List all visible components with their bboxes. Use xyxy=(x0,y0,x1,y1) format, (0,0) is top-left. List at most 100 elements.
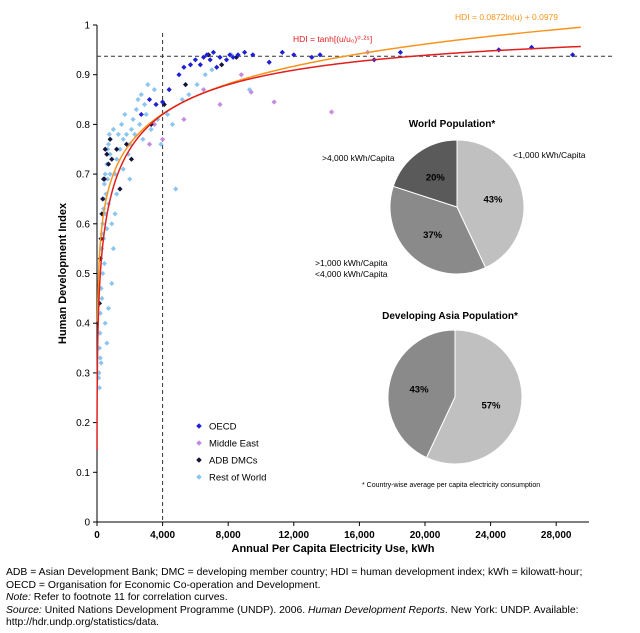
world-pie-slice-label: 37% xyxy=(423,230,443,241)
scatter-point-adb-dmcs xyxy=(104,151,110,157)
scatter-point-oecd xyxy=(317,52,323,58)
legend-marker xyxy=(196,440,202,446)
scatter-point-rest-of-world xyxy=(107,171,113,177)
x-tick-label: 8,000 xyxy=(216,530,241,541)
legend-marker xyxy=(196,423,202,429)
scatter-point-rest-of-world xyxy=(194,82,200,88)
scatter-point-oecd xyxy=(250,52,256,58)
scatter-point-oecd xyxy=(214,64,220,70)
scatter-point-adb-dmcs xyxy=(219,62,225,68)
y-tick-label: 0.8 xyxy=(76,120,90,131)
x-tick-label: 20,000 xyxy=(410,530,441,541)
scatter-point-oecd xyxy=(223,57,230,63)
scatter-point-rest-of-world xyxy=(120,136,126,142)
scatter-point-adb-dmcs xyxy=(107,136,113,142)
scatter-point-rest-of-world xyxy=(140,136,146,142)
scatter-point-rest-of-world xyxy=(133,106,139,113)
source-url[interactable]: http://hdr.undp.org/statistics/data. xyxy=(6,617,160,629)
abbreviations-line2: OECD = Organisation for Economic Co-oper… xyxy=(6,579,321,591)
scatter-point-oecd xyxy=(279,49,285,55)
x-tick-label: 16,000 xyxy=(344,530,375,541)
scatter-point-rest-of-world xyxy=(105,176,111,182)
scatter-point-rest-of-world xyxy=(119,121,125,127)
scatter-point-middle-east xyxy=(181,116,187,123)
scatter-point-oecd xyxy=(210,49,217,55)
scatter-point-adb-dmcs xyxy=(114,146,120,152)
asia-pie-slice-label: 43% xyxy=(410,384,430,395)
x-tick-label: 24,000 xyxy=(475,530,506,541)
scatter-point-rest-of-world xyxy=(145,82,151,88)
scatter-point-rest-of-world xyxy=(102,320,108,326)
scatter-point-adb-dmcs xyxy=(100,196,106,202)
world-pie-title: World Population* xyxy=(409,119,496,130)
tanh-curve-label: HDI = tanh[(u/u₀)⁰·²⁵] xyxy=(293,34,372,44)
world-pie-legend-label: <4,000 kWh/Capita xyxy=(315,269,388,279)
y-tick-label: 0.9 xyxy=(76,70,90,81)
scatter-point-oecd xyxy=(153,101,159,108)
scatter-point-oecd xyxy=(266,59,272,65)
scatter-point-oecd xyxy=(397,49,403,55)
scatter-point-rest-of-world xyxy=(122,111,128,118)
world-pie-legend-label: >1,000 kWh/Capita xyxy=(315,258,388,268)
scatter-point-oecd xyxy=(217,54,223,60)
scatter-point-rest-of-world xyxy=(173,186,179,192)
scatter-point-oecd xyxy=(146,96,153,103)
scatter-point-rest-of-world xyxy=(151,87,157,93)
scatter-point-oecd xyxy=(291,52,297,58)
scatter-point-middle-east xyxy=(271,99,277,105)
scatter-point-rest-of-world xyxy=(97,310,103,316)
scatter-point-oecd xyxy=(160,99,166,105)
world-pie-slice xyxy=(456,139,525,269)
source-label: Source: xyxy=(6,604,42,616)
scatter-point-rest-of-world xyxy=(98,360,104,366)
scatter-point-rest-of-world xyxy=(135,96,141,103)
y-tick-label: 0 xyxy=(84,518,90,529)
scatter-point-oecd xyxy=(197,62,203,68)
scatter-point-rest-of-world xyxy=(96,385,103,391)
scatter-point-adb-dmcs xyxy=(105,161,112,167)
note-text: Refer to footnote 11 for correlation cur… xyxy=(30,592,228,604)
scatter-point-adb-dmcs xyxy=(109,156,115,162)
source-line: Source: United Nations Development Progr… xyxy=(6,605,636,618)
scatter-point-rest-of-world xyxy=(158,141,164,147)
scatter-point-oecd xyxy=(235,52,241,58)
scatter-point-rest-of-world xyxy=(96,370,102,376)
scatter-point-adb-dmcs xyxy=(102,146,108,152)
scatter-point-oecd xyxy=(201,54,207,60)
x-tick-label: 12,000 xyxy=(279,530,310,541)
notes-block: ADB = Asian Development Bank; DMC = deve… xyxy=(6,567,636,630)
scatter-point-rest-of-world xyxy=(110,126,116,132)
scatter-point-oecd xyxy=(230,54,236,60)
y-tick-label: 0.1 xyxy=(76,468,90,479)
scatter-point-rest-of-world xyxy=(115,131,121,137)
scatter-point-rest-of-world xyxy=(117,146,123,152)
scatter-point-middle-east xyxy=(328,109,335,115)
source-text2: . New York: UNDP. Available: xyxy=(444,604,579,616)
scatter-point-rest-of-world xyxy=(109,221,115,227)
scatter-point-rest-of-world xyxy=(104,340,110,346)
scatter-point-oecd xyxy=(166,87,172,93)
scatter-point-rest-of-world xyxy=(106,131,112,137)
scatter-point-adb-dmcs xyxy=(128,156,135,162)
world-pie-legend-label: >4,000 kWh/Capita xyxy=(322,153,395,163)
scatter-point-middle-east xyxy=(217,101,223,108)
scatter-point-adb-dmcs xyxy=(117,186,123,192)
asia-pie-slice-label: 57% xyxy=(481,401,501,412)
legend-label: ADB DMCs xyxy=(209,456,258,467)
scatter-point-rest-of-world xyxy=(128,126,135,132)
scatter-point-oecd xyxy=(187,62,194,68)
source-text: United Nations Development Programme (UN… xyxy=(41,604,309,616)
world-pie-slice-label: 43% xyxy=(483,194,503,205)
world-pie-slice xyxy=(392,139,458,208)
pie-footnote: * Country-wise average per capita electr… xyxy=(362,482,540,489)
y-tick-label: 0.5 xyxy=(76,269,90,280)
scatter-point-rest-of-world xyxy=(101,260,107,267)
y-tick-label: 0.2 xyxy=(76,418,90,429)
scatter-point-rest-of-world xyxy=(148,126,154,132)
scatter-point-oecd xyxy=(570,52,576,58)
tanh-curve xyxy=(96,45,581,451)
scatter-point-rest-of-world xyxy=(202,72,208,78)
scatter-point-rest-of-world xyxy=(105,141,112,147)
legend-marker xyxy=(196,457,202,463)
y-tick-label: 0.7 xyxy=(76,170,90,181)
